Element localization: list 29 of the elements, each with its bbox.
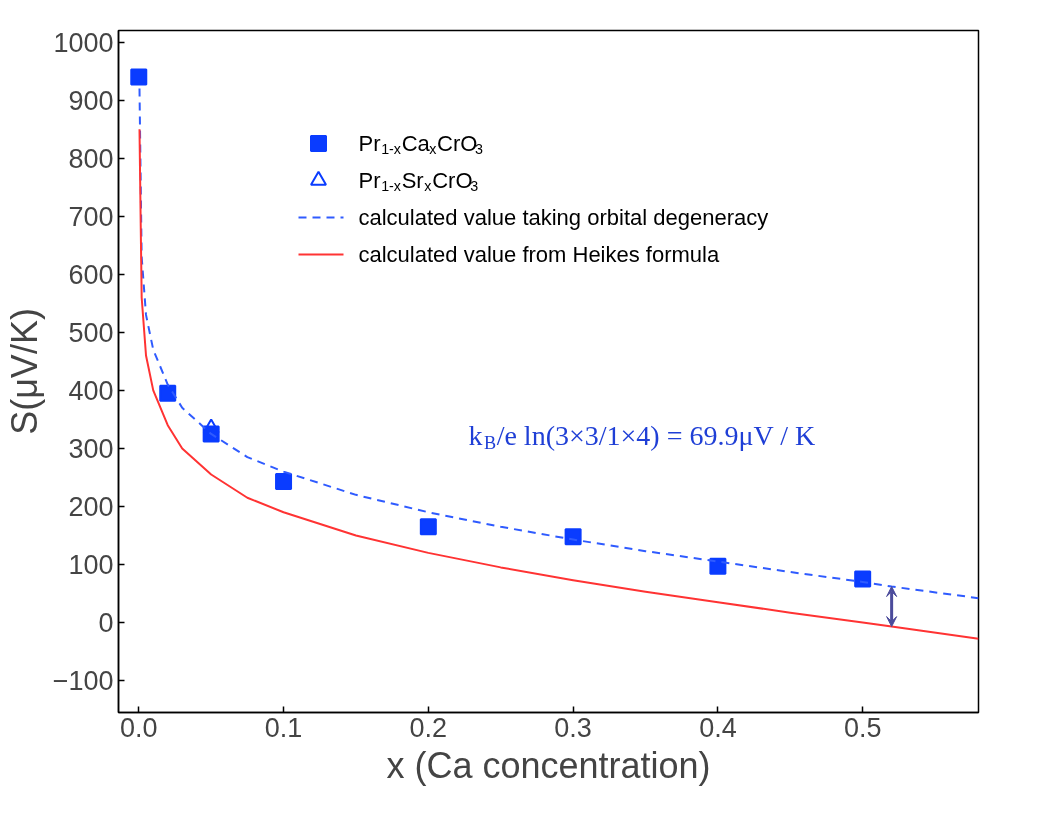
y-tick-label: 0: [98, 608, 114, 639]
y-tick-label: 900: [68, 85, 114, 116]
x-tick-label: 0.3: [554, 712, 592, 743]
y-tick-label: 800: [68, 143, 114, 174]
y-tick-label: 600: [68, 259, 114, 290]
x-tick-label: 0.5: [843, 712, 882, 743]
x-axis-title: x (Ca concentration): [386, 744, 711, 786]
x-tick-label: 0.4: [699, 712, 737, 743]
point: [419, 518, 437, 536]
point: [564, 528, 582, 546]
point: [130, 68, 148, 86]
legend-label: calculated value taking orbital degeneracy: [358, 205, 769, 230]
y-tick-label: 100: [68, 549, 114, 580]
y-tick-label: 400: [68, 375, 114, 406]
point: [159, 384, 177, 402]
point: [854, 570, 872, 588]
x-tick-label: 0.2: [409, 712, 448, 743]
y-tick-label: 700: [68, 201, 114, 232]
y-tick-label: 1000: [53, 27, 114, 58]
y-tick-label: −100: [52, 666, 114, 697]
y-axis-title: S(μV/K): [3, 308, 45, 435]
legend-label: calculated value from Heikes formula: [358, 242, 720, 267]
point: [709, 557, 727, 575]
x-tick-label: 0.0: [120, 712, 158, 743]
x-tick-label: 0.1: [264, 712, 303, 743]
y-tick-label: 500: [68, 317, 114, 348]
y-tick-label: 300: [68, 433, 114, 464]
point: [275, 472, 293, 490]
y-tick-label: 200: [68, 491, 114, 522]
